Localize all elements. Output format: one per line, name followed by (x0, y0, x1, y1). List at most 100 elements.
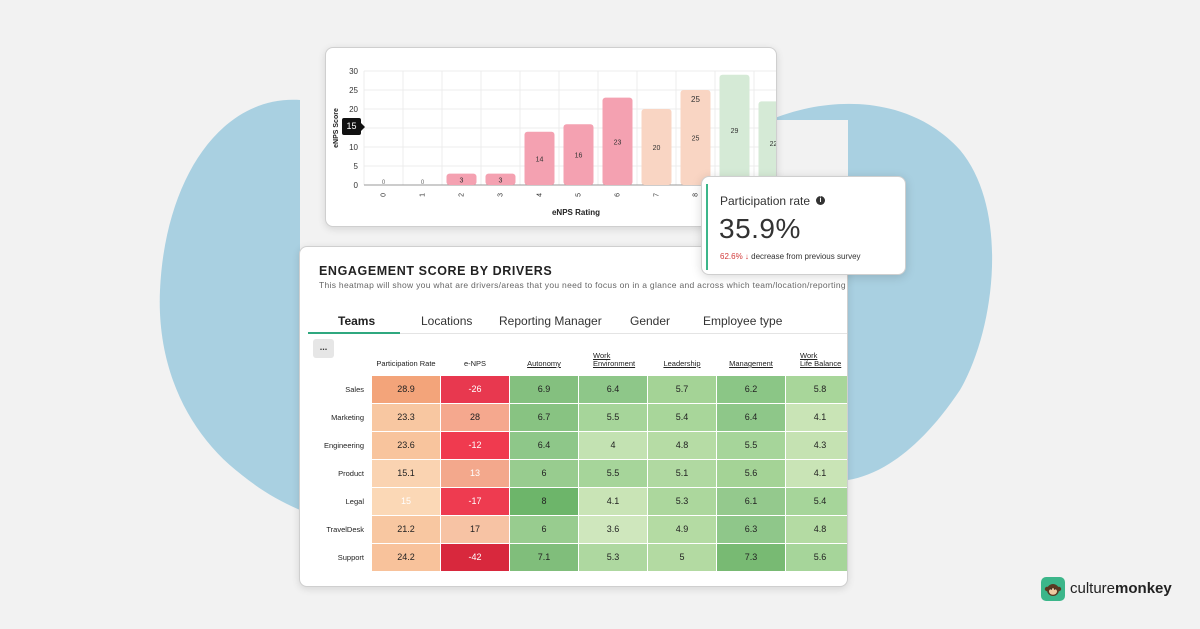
bar-value-label: 20 (653, 145, 661, 152)
more-options-button[interactable]: ... (313, 339, 334, 358)
heatmap-cell[interactable]: 8 (510, 488, 578, 515)
row-label: Marketing (331, 413, 364, 422)
active-tab-underline (308, 332, 400, 334)
bar-hover-label: 25 (691, 95, 700, 104)
column-header[interactable]: Leadership (663, 359, 701, 368)
arrow-down-icon: ↓ (744, 252, 749, 261)
heatmap-cell[interactable]: 4.1 (786, 460, 847, 487)
bar-7 (641, 109, 672, 185)
bar-value-label: 29 (731, 128, 739, 135)
row-label: Support (337, 553, 364, 562)
heatmap-cell[interactable]: -42 (441, 544, 509, 571)
heatmap-cell[interactable]: 17 (441, 516, 509, 543)
heatmap-cell[interactable]: 5 (648, 544, 716, 571)
heatmap-cell[interactable]: 23.6 (372, 432, 440, 459)
heatmap-cell[interactable]: 4 (579, 432, 647, 459)
bar-4 (524, 131, 555, 185)
bar-value-label: 22 (770, 141, 777, 148)
heatmap-cell[interactable]: 15.1 (372, 460, 440, 487)
heatmap-cell[interactable]: 5.6 (786, 544, 847, 571)
info-icon[interactable]: i (816, 196, 825, 205)
bar-value-label: 0 (382, 180, 386, 186)
column-header[interactable]: Work Life Balance (800, 351, 842, 368)
y-tick-label: 5 (354, 162, 359, 171)
heatmap-cell[interactable]: 4.8 (648, 432, 716, 459)
heatmap-cell[interactable]: 6.4 (717, 404, 785, 431)
heatmap-cell[interactable]: 6.9 (510, 376, 578, 403)
column-header[interactable]: Autonomy (527, 359, 561, 368)
column-header[interactable]: Work Environment (593, 351, 636, 368)
y-tick-label: 30 (349, 67, 358, 76)
change-percent: 62.6% (720, 252, 743, 261)
heatmap-cell[interactable]: 4.1 (786, 404, 847, 431)
heatmap-cell[interactable]: -12 (441, 432, 509, 459)
x-tick-label: 6 (615, 193, 622, 197)
heatmap-cell[interactable]: 24.2 (372, 544, 440, 571)
heatmap-cell[interactable]: 15 (372, 488, 440, 515)
heatmap-cell[interactable]: 5.4 (786, 488, 847, 515)
heatmap-cell[interactable]: 28.9 (372, 376, 440, 403)
bar-value-label: 3 (499, 177, 503, 184)
bar-3 (485, 173, 516, 185)
tab-teams[interactable]: Teams (338, 314, 376, 328)
heatmap-cell[interactable]: 6.7 (510, 404, 578, 431)
heatmap-cell[interactable]: 6 (510, 460, 578, 487)
heatmap-cell[interactable]: 6.1 (717, 488, 785, 515)
heatmap-cell[interactable]: 5.7 (648, 376, 716, 403)
heatmap-cell[interactable]: 4.3 (786, 432, 847, 459)
brand-name-part1: culture (1070, 580, 1116, 597)
x-tick-label: 4 (537, 193, 544, 197)
heatmap-cell[interactable]: 5.5 (579, 460, 647, 487)
heatmap-cell[interactable]: 4.1 (579, 488, 647, 515)
participation-value: 35.9% (719, 213, 801, 244)
heatmap-cell[interactable]: -17 (441, 488, 509, 515)
x-tick-label: 8 (693, 193, 700, 197)
heatmap-cell[interactable]: 6 (510, 516, 578, 543)
chart-tooltip: 15 (342, 118, 365, 135)
heatmap-cell[interactable]: 5.3 (579, 544, 647, 571)
row-label: Legal (345, 497, 364, 506)
row-label: Product (338, 469, 364, 478)
column-header: e-NPS (463, 359, 487, 368)
heatmap-cell[interactable]: 5.5 (717, 432, 785, 459)
heatmap-cell[interactable]: 7.3 (717, 544, 785, 571)
x-tick-label: 2 (459, 193, 466, 197)
participation-change: 62.6% ↓ decrease from previous survey (720, 252, 861, 261)
bar-value-label: 0 (421, 180, 425, 186)
heatmap-cell[interactable]: 3.6 (579, 516, 647, 543)
heatmap-cell[interactable]: 23.3 (372, 404, 440, 431)
x-tick-label: 7 (654, 193, 661, 197)
heatmap-cell[interactable]: 6.3 (717, 516, 785, 543)
heatmap-cell[interactable]: 6.4 (510, 432, 578, 459)
tab-reporting-manager[interactable]: Reporting Manager (499, 314, 602, 328)
heatmap-tabs: Teams Locations Reporting Manager Gender… (308, 307, 847, 334)
heatmap-cell[interactable]: 6.4 (579, 376, 647, 403)
heatmap-cell[interactable]: 5.5 (579, 404, 647, 431)
tab-locations[interactable]: Locations (421, 314, 473, 328)
heatmap-cell[interactable]: 4.8 (786, 516, 847, 543)
heatmap-cell[interactable]: 28 (441, 404, 509, 431)
x-tick-label: 3 (498, 193, 505, 197)
y-tick-label: 25 (349, 86, 358, 95)
heatmap-cell[interactable]: -26 (441, 376, 509, 403)
heatmap-cell[interactable]: 5.4 (648, 404, 716, 431)
tab-employee-type[interactable]: Employee type (703, 314, 783, 328)
heatmap-title: ENGAGEMENT SCORE BY DRIVERS (319, 264, 553, 278)
heatmap-cell[interactable]: 5.3 (648, 488, 716, 515)
heatmap-cell[interactable]: 7.1 (510, 544, 578, 571)
heatmap-cell[interactable]: 21.2 (372, 516, 440, 543)
monkey-logo-icon (1041, 577, 1065, 601)
bar-value-label: 16 (575, 153, 583, 160)
bar-8 (680, 90, 711, 185)
tab-gender[interactable]: Gender (630, 314, 671, 328)
bar-value-label: 25 (692, 136, 700, 143)
heatmap-cell[interactable]: 4.9 (648, 516, 716, 543)
heatmap-cell[interactable]: 13 (441, 460, 509, 487)
participation-rate-card: Participation rate i 35.9% 62.6% ↓ decre… (701, 176, 906, 275)
enps-bar-chart: 0510152025300001323314416523620725829922… (333, 67, 777, 217)
column-header[interactable]: Management (729, 359, 773, 368)
heatmap-cell[interactable]: 5.1 (648, 460, 716, 487)
heatmap-cell[interactable]: 5.6 (717, 460, 785, 487)
heatmap-cell[interactable]: 6.2 (717, 376, 785, 403)
heatmap-cell[interactable]: 5.8 (786, 376, 847, 403)
